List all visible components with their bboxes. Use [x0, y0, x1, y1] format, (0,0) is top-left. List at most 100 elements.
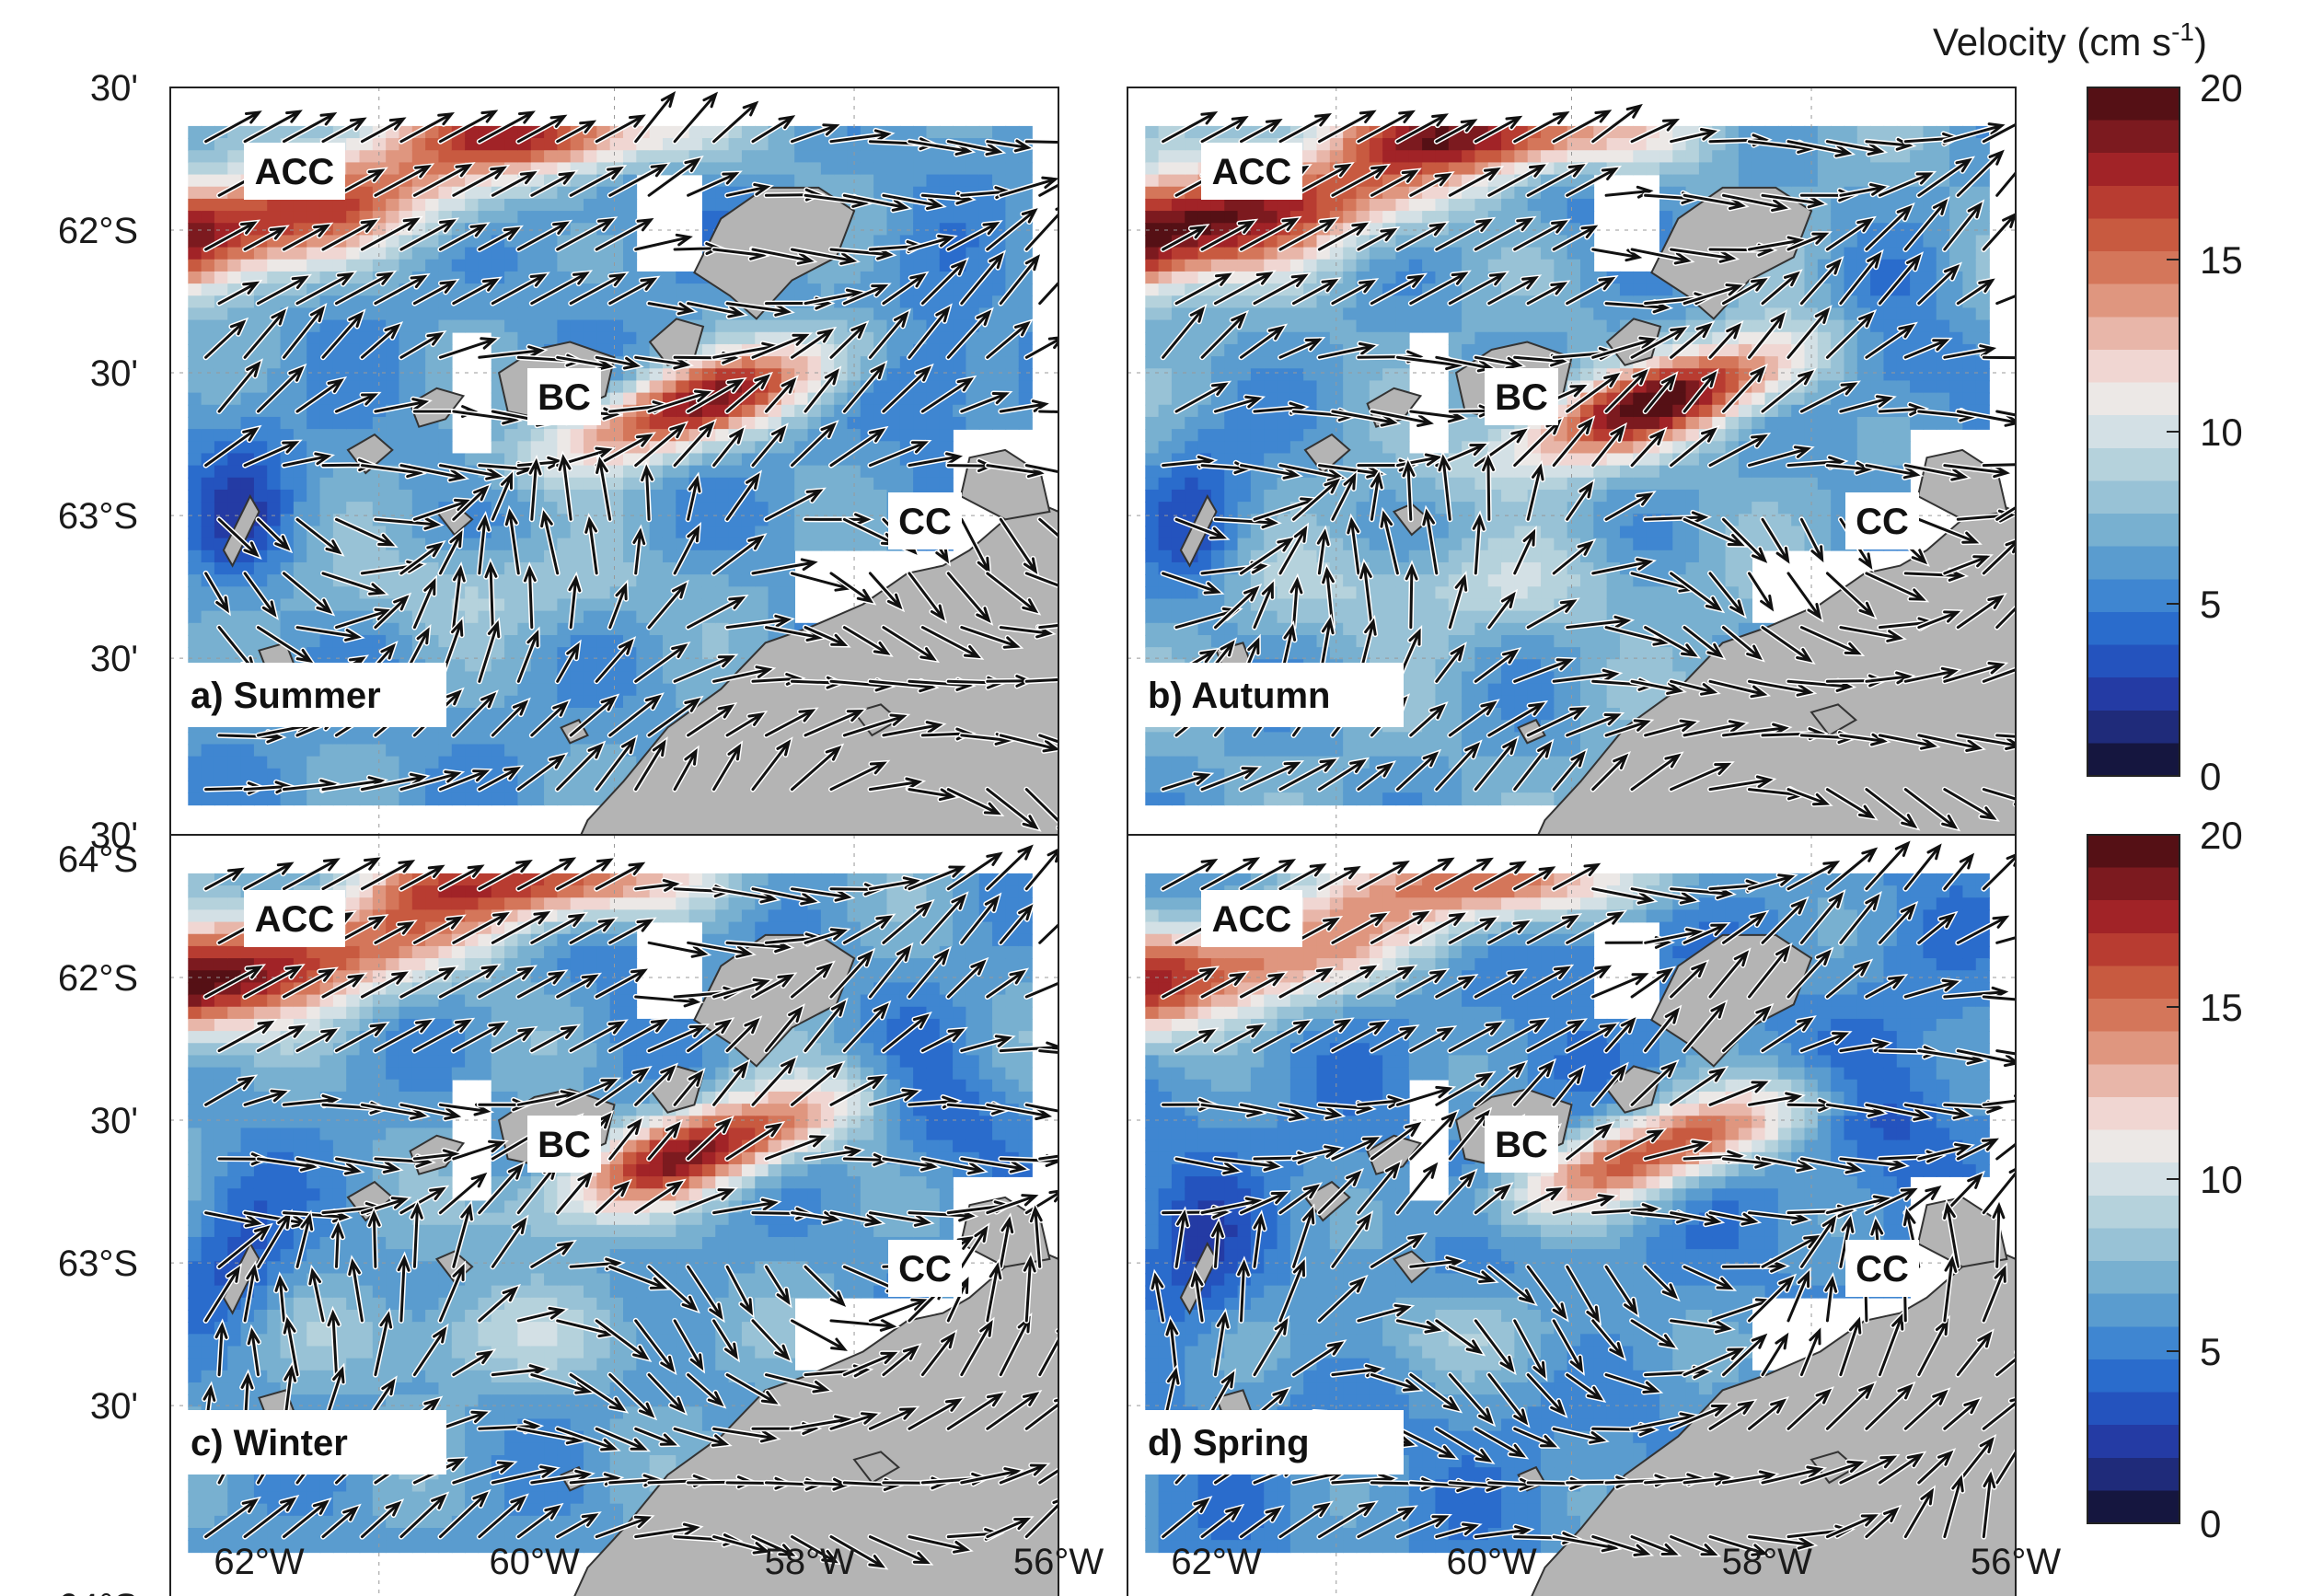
current-vector — [1024, 572, 1058, 587]
velocity-cell — [1171, 150, 1186, 164]
velocity-cell — [676, 610, 690, 624]
velocity-cell — [886, 223, 901, 237]
velocity-cell — [609, 392, 624, 406]
velocity-cell — [557, 683, 572, 697]
velocity-cell — [636, 150, 651, 164]
velocity-cell — [253, 259, 269, 272]
velocity-cell — [847, 307, 861, 321]
velocity-cell — [596, 634, 611, 648]
velocity-cell — [794, 477, 809, 491]
velocity-cell — [491, 356, 505, 370]
velocity-cell — [438, 319, 453, 333]
velocity-cell — [1356, 380, 1370, 394]
velocity-cell — [570, 489, 584, 503]
velocity-cell — [346, 162, 361, 176]
velocity-cell — [570, 150, 584, 164]
velocity-cell — [1210, 429, 1226, 443]
velocity-cell — [688, 647, 703, 661]
velocity-cell — [1250, 502, 1266, 515]
current-vector — [478, 620, 501, 683]
velocity-cell — [425, 477, 440, 491]
velocity-cell — [926, 477, 941, 491]
velocity-cell — [544, 610, 559, 624]
velocity-cell — [319, 271, 334, 284]
velocity-cell — [609, 368, 624, 382]
velocity-cell — [1382, 586, 1397, 600]
velocity-cell — [188, 295, 202, 309]
velocity-cell — [1185, 792, 1199, 806]
velocity-cell — [188, 259, 202, 272]
current-vector — [412, 578, 436, 630]
velocity-cell — [1277, 441, 1291, 455]
velocity-cell — [1369, 792, 1383, 806]
velocity-cell — [701, 343, 717, 357]
velocity-cell — [1289, 429, 1304, 443]
velocity-cell — [1369, 211, 1383, 225]
velocity-cell — [701, 477, 717, 491]
velocity-cell — [280, 732, 295, 746]
velocity-cell — [820, 283, 835, 297]
colorbar-title-exponent: -1 — [2171, 17, 2194, 46]
velocity-cell — [293, 477, 308, 491]
velocity-cell — [1018, 162, 1033, 176]
velocity-cell — [1382, 647, 1397, 661]
velocity-cell — [306, 368, 321, 382]
velocity-cell — [596, 198, 611, 212]
velocity-cell — [688, 561, 703, 575]
colorbar-title-main: Velocity (cm s — [1933, 20, 2171, 64]
velocity-cell — [1145, 247, 1160, 260]
velocity-cell — [188, 561, 202, 575]
velocity-cell — [1171, 343, 1186, 357]
velocity-cell — [965, 356, 980, 370]
velocity-cell — [1356, 429, 1370, 443]
velocity-cell — [214, 356, 229, 370]
velocity-cell — [1316, 732, 1331, 746]
velocity-cell — [570, 561, 584, 575]
velocity-cell — [1303, 732, 1318, 746]
velocity-cell — [530, 683, 545, 697]
velocity-cell — [201, 792, 215, 806]
velocity-cell — [1329, 538, 1344, 551]
current-vector — [360, 217, 421, 251]
velocity-cell — [636, 319, 651, 333]
velocity-cell — [807, 465, 822, 479]
velocity-cell — [1369, 319, 1383, 333]
current-vector — [335, 517, 396, 547]
current-vector — [204, 221, 258, 251]
current-vector — [641, 464, 653, 521]
velocity-cell — [596, 150, 611, 164]
velocity-cell — [794, 538, 809, 551]
velocity-cell — [465, 150, 480, 164]
velocity-cell — [926, 247, 941, 260]
velocity-cell — [584, 307, 598, 321]
current-vector — [243, 441, 300, 468]
velocity-cell — [399, 319, 413, 333]
velocity-cell — [1329, 647, 1344, 661]
velocity-cell — [267, 477, 282, 491]
velocity-cell — [346, 502, 361, 515]
velocity-cell — [584, 295, 598, 309]
velocity-cell — [504, 634, 519, 648]
velocity-cell — [741, 526, 757, 539]
current-vector — [478, 226, 521, 251]
velocity-cell — [1018, 392, 1033, 406]
velocity-cell — [609, 331, 624, 345]
velocity-cell — [1303, 634, 1318, 648]
velocity-cell — [319, 634, 334, 648]
velocity-cell — [319, 756, 334, 769]
velocity-cell — [557, 295, 572, 309]
velocity-cell — [465, 259, 480, 272]
velocity-cell — [530, 647, 545, 661]
velocity-cell — [1224, 792, 1239, 806]
velocity-cell — [847, 223, 861, 237]
velocity-cell — [1250, 223, 1266, 237]
velocity-cell — [1289, 198, 1304, 212]
velocity-cell — [1158, 465, 1173, 479]
velocity-cell — [701, 622, 717, 636]
velocity-cell — [860, 416, 874, 430]
velocity-cell — [807, 502, 822, 515]
velocity-cell — [1197, 198, 1212, 212]
velocity-cell — [201, 198, 215, 212]
velocity-cell — [1197, 429, 1212, 443]
panel-label: a) Summer — [191, 676, 381, 716]
